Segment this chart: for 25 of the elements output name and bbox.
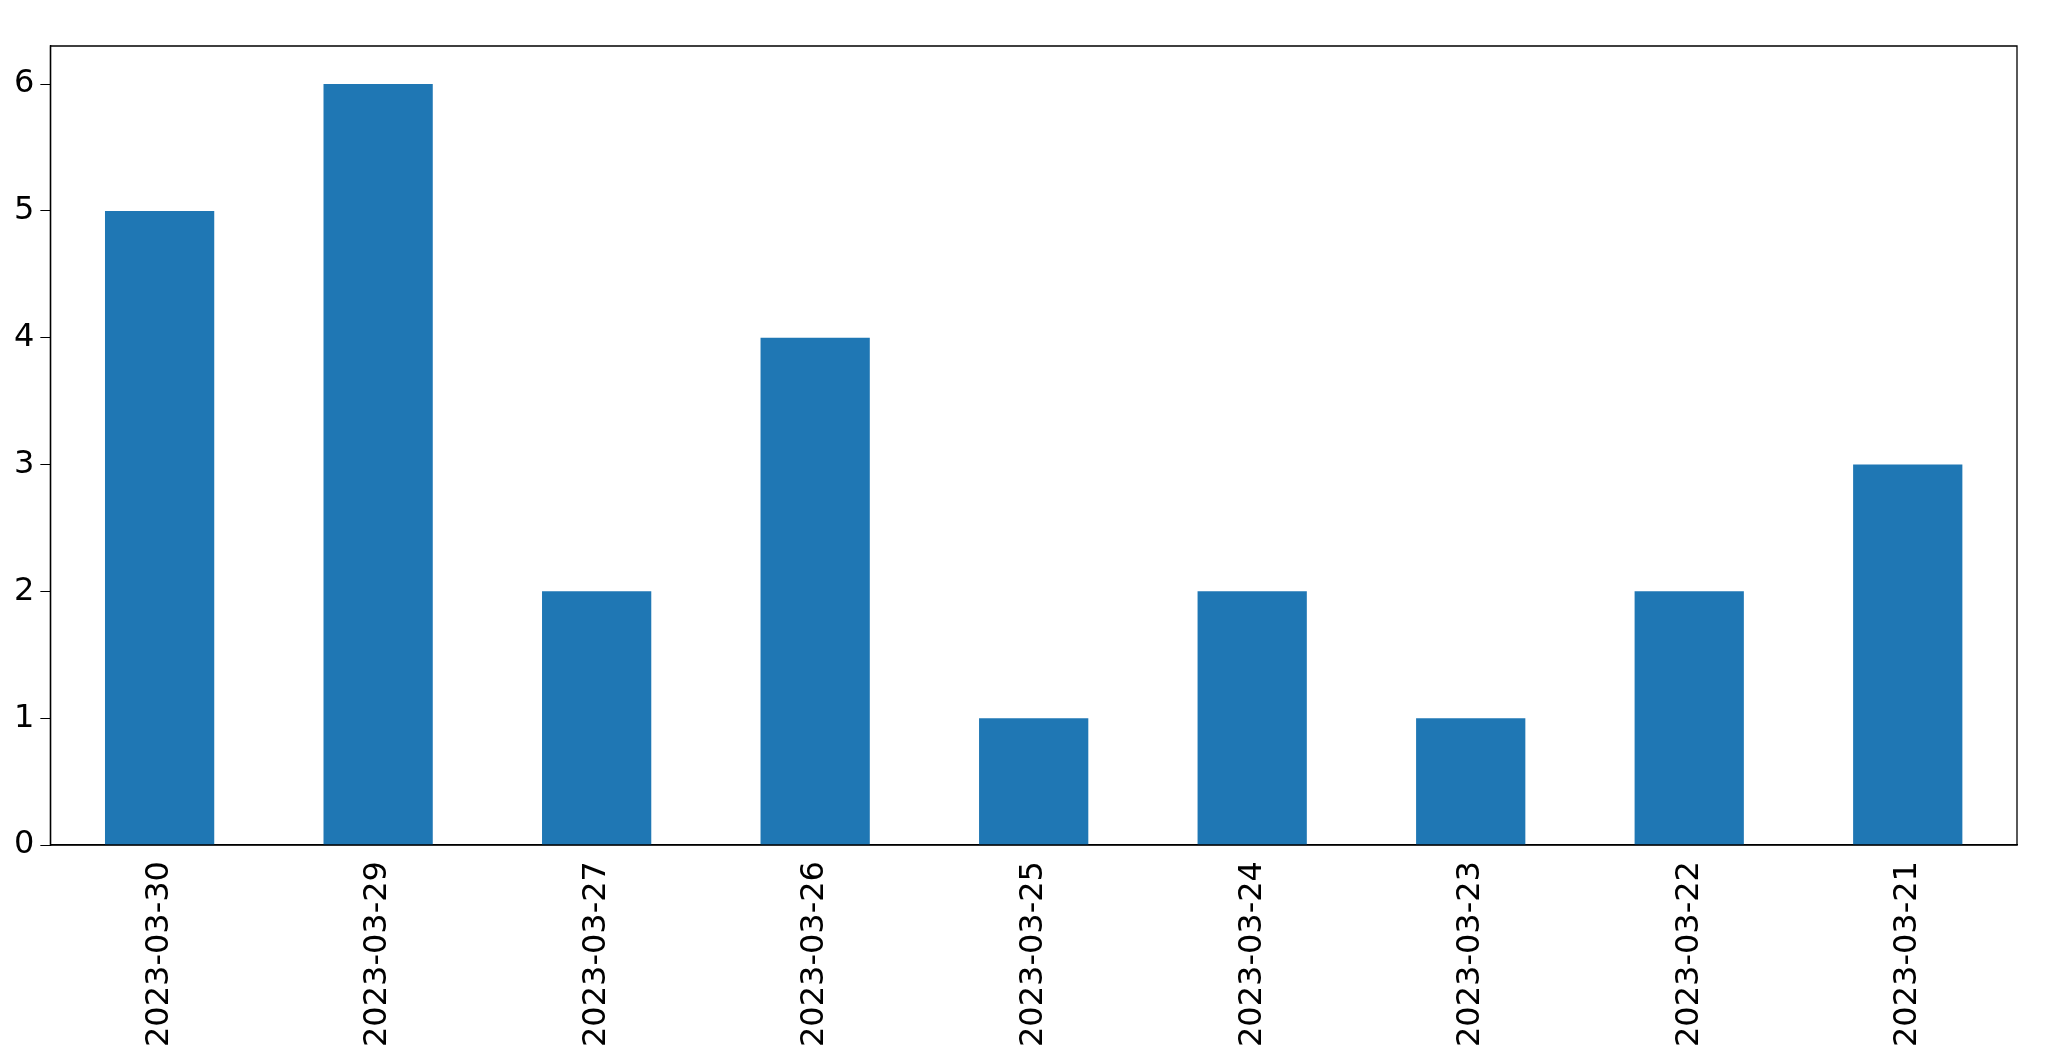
y-tick-label: 2 [14, 569, 35, 608]
y-tick-label: 4 [14, 316, 35, 355]
bar [1634, 591, 1744, 845]
x-tick-label: 2023-03-30 [137, 861, 176, 1047]
x-tick-label: 2023-03-21 [1886, 861, 1925, 1047]
x-tick-label: 2023-03-27 [574, 861, 613, 1047]
x-tick-label: 2023-03-24 [1230, 861, 1269, 1047]
y-tick-label: 5 [14, 189, 35, 228]
bar [323, 84, 433, 845]
bar [979, 718, 1089, 845]
bar [760, 337, 870, 845]
y-tick-label: 3 [14, 442, 35, 481]
x-tick-label: 2023-03-26 [793, 861, 832, 1047]
bar [104, 210, 215, 845]
bar [1853, 464, 1963, 845]
x-tick-label: 2023-03-29 [356, 861, 395, 1047]
y-tick-label: 6 [14, 62, 35, 101]
bar [1416, 718, 1526, 845]
y-tick-label: 0 [14, 823, 35, 862]
x-tick-label: 2023-03-22 [1667, 861, 1706, 1047]
bar [1197, 591, 1307, 845]
x-tick-label: 2023-03-25 [1011, 861, 1050, 1047]
y-tick-label: 1 [14, 696, 35, 735]
bar [542, 591, 652, 845]
x-tick-label: 2023-03-23 [1449, 861, 1488, 1047]
